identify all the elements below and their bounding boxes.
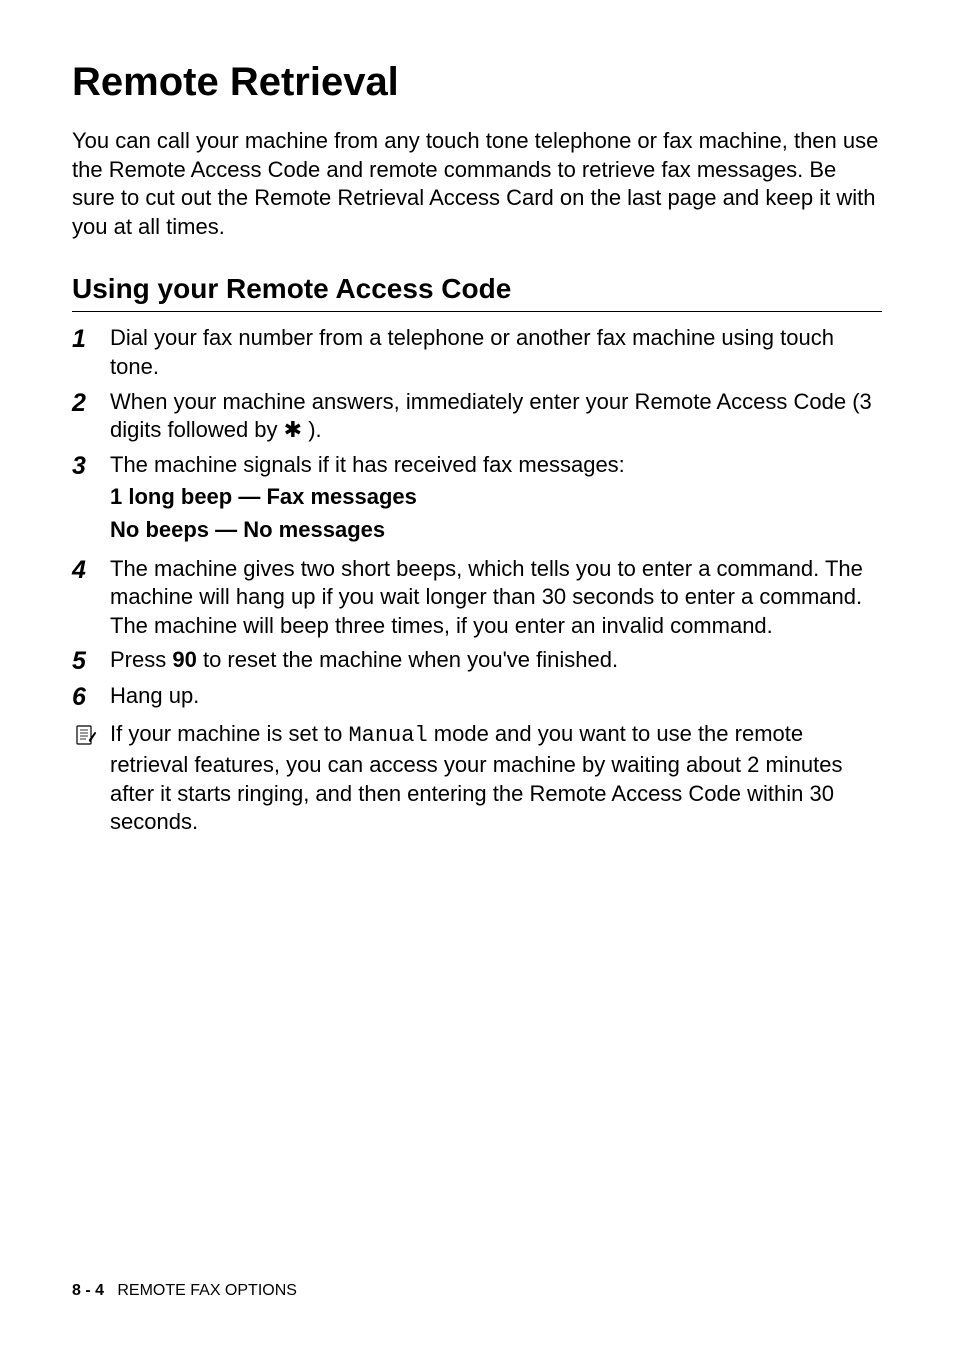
step-text-b: to reset the machine when you've finishe… xyxy=(197,647,618,672)
step-3: 3 The machine signals if it has received… xyxy=(72,451,882,549)
step-number: 4 xyxy=(72,555,110,641)
section-divider xyxy=(72,311,882,312)
step-number: 6 xyxy=(72,682,110,712)
footer-section: REMOTE FAX OPTIONS xyxy=(117,1282,297,1299)
step-text: Hang up. xyxy=(110,682,882,712)
footer-page-number: 8 - 4 xyxy=(72,1282,104,1299)
step-text-a: When your machine answers, immediately e… xyxy=(110,389,872,443)
note-text: If your machine is set to Manual mode an… xyxy=(110,720,882,836)
step-sub-1: 1 long beep — Fax messages xyxy=(110,483,882,512)
step-5: 5 Press 90 to reset the machine when you… xyxy=(72,646,882,676)
step-list: 1 Dial your fax number from a telephone … xyxy=(72,324,882,712)
step-text: Dial your fax number from a telephone or… xyxy=(110,324,882,381)
note-text-a: If your machine is set to xyxy=(110,721,348,746)
step-main-text: The machine signals if it has received f… xyxy=(110,451,882,480)
step-text: The machine gives two short beeps, which… xyxy=(110,555,882,641)
step-text: The machine signals if it has received f… xyxy=(110,451,882,549)
step-4: 4 The machine gives two short beeps, whi… xyxy=(72,555,882,641)
step-number: 2 xyxy=(72,388,110,445)
note-block: If your machine is set to Manual mode an… xyxy=(72,720,882,836)
step-text-a: Press xyxy=(110,647,172,672)
page-footer: 8 - 4 REMOTE FAX OPTIONS xyxy=(72,1282,297,1300)
step-number: 3 xyxy=(72,451,110,549)
step-sub-2: No beeps — No messages xyxy=(110,516,882,545)
step-1: 1 Dial your fax number from a telephone … xyxy=(72,324,882,381)
note-mono: Manual xyxy=(348,723,427,748)
page-title: Remote Retrieval xyxy=(72,60,882,105)
intro-paragraph: You can call your machine from any touch… xyxy=(72,127,882,241)
step-2: 2 When your machine answers, immediately… xyxy=(72,388,882,445)
step-bold: 90 xyxy=(172,647,196,672)
step-text-b: ). xyxy=(302,417,322,442)
step-6: 6 Hang up. xyxy=(72,682,882,712)
step-number: 5 xyxy=(72,646,110,676)
section-heading: Using your Remote Access Code xyxy=(72,273,882,305)
step-text: Press 90 to reset the machine when you'v… xyxy=(110,646,882,676)
step-text: When your machine answers, immediately e… xyxy=(110,388,882,445)
note-icon xyxy=(72,720,110,836)
star-symbol: ✱ xyxy=(284,417,302,442)
step-number: 1 xyxy=(72,324,110,381)
